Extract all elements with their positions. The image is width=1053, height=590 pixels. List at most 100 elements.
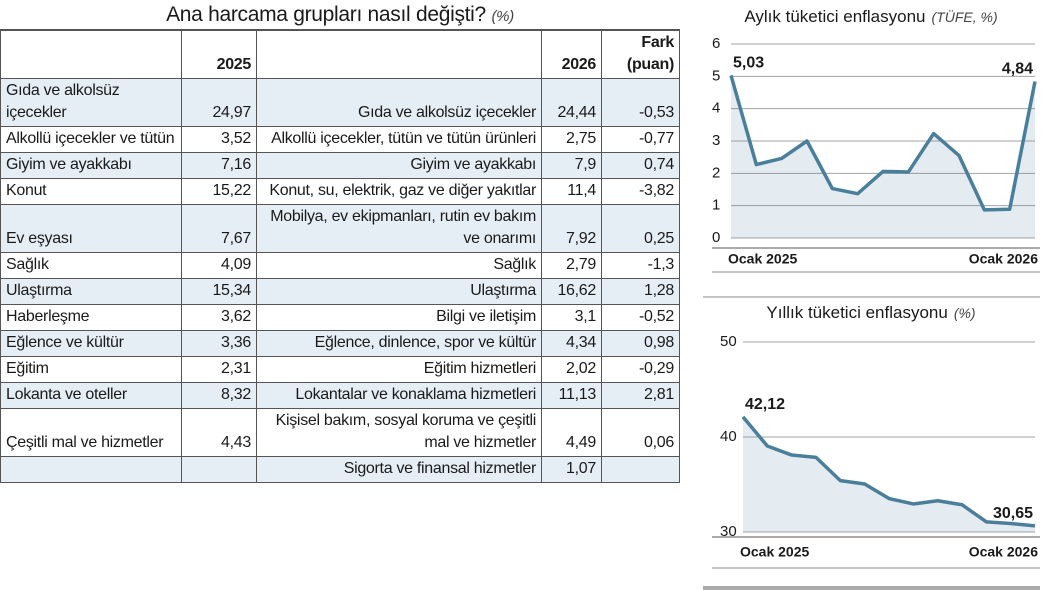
table-cell: Kişisel bakım, sosyal koruma ve çeşitli …: [256, 408, 542, 457]
y-tick-label: 5: [712, 67, 720, 84]
line-area: [731, 75, 1035, 238]
table-cell: 3,1: [541, 304, 602, 331]
table-cell: 1,07: [541, 456, 602, 483]
table-cell: 2,79: [541, 252, 602, 279]
chart-subtitle: (%): [954, 305, 976, 321]
table-cell: Konut, su, elektrik, gaz ve diğer yakıtl…: [256, 178, 542, 205]
table-cell: 11,13: [541, 382, 602, 409]
table-row: Gıda ve alkolsüz içecekler 24,97 Gıda ve a…: [0, 78, 680, 127]
y-tick-label: 0: [712, 229, 720, 246]
table-cell: Eğlence, dinlence, spor ve kültür: [256, 330, 542, 357]
table-cell: Çeşitli mal ve hizmetler: [0, 408, 182, 457]
table-row: Lokanta ve oteller 8,32 Lokantalar ve kona…: [0, 382, 680, 409]
table-cell: 7,9: [541, 152, 602, 179]
table-cell: 1,28: [601, 278, 680, 305]
table-cell: 15,22: [181, 178, 257, 205]
value-label: 5,03: [733, 55, 764, 72]
table-cell: Giyim ve ayakkabı: [256, 152, 542, 179]
table-cell: [181, 456, 257, 483]
chart-title: Yıllık tüketici enflasyonu (%): [766, 303, 975, 322]
value-label: 30,65: [993, 505, 1033, 522]
table-cell: 24,97: [181, 78, 257, 127]
table-cell: 0,25: [601, 204, 680, 253]
y-tick-label: 40: [720, 428, 737, 445]
chart-title-text: Aylık tüketici enflasyonu: [744, 7, 925, 26]
table-row: Çeşitli mal ve hizmetler 4,43 Kişisel bakı…: [0, 408, 680, 457]
table-cell: Sigorta ve finansal hizmetler: [256, 456, 542, 483]
y-tick-label: 50: [720, 333, 737, 350]
value-label: 4,84: [1002, 61, 1033, 78]
x-tick-label: Ocak 2025: [740, 544, 809, 560]
header-cell: Fark (puan): [601, 30, 680, 79]
table-cell: Gıda ve alkolsüz içecekler: [0, 78, 182, 127]
table-cell: 4,34: [541, 330, 602, 357]
table-body: Gıda ve alkolsüz içecekler 24,97 Gıda ve a…: [0, 78, 680, 483]
table-row: Eğitim 2,31 Eğitim hizmetleri 2,02 -0,29: [0, 356, 680, 383]
table-cell: Ulaştırma: [0, 278, 182, 305]
x-tick-label: Ocak 2025: [728, 251, 797, 267]
y-tick-label: 2: [712, 164, 720, 181]
table-title: Ana harcama grupları nasıl değişti?: [166, 3, 486, 26]
table-row: Ulaştırma 15,34 Ulaştırma 16,62 1,28: [0, 278, 680, 305]
table-cell: 2,81: [601, 382, 680, 409]
header-cell: 2026: [541, 30, 602, 79]
y-tick-label: 6: [712, 35, 720, 52]
table-cell: 0,98: [601, 330, 680, 357]
table-row: Ev eşyası 7,67 Mobilya, ev ekipmanları, ru…: [0, 204, 680, 253]
table-cell: Haberleşme: [0, 304, 182, 331]
table-cell: -0,53: [601, 78, 680, 127]
chart-subtitle: (TÜFE, %): [932, 8, 998, 25]
chart-title: Aylık tüketici enflasyonu (TÜFE, %): [744, 7, 997, 26]
table-cell: Alkollü içecekler, tütün ve tütün ürünle…: [256, 126, 542, 153]
table-cell: 16,62: [541, 278, 602, 305]
table-cell: -3,82: [601, 178, 680, 205]
chart-title-text: Yıllık tüketici enflasyonu: [766, 303, 947, 322]
x-tick-label: Ocak 2026: [969, 251, 1038, 267]
table-cell: 3,52: [181, 126, 257, 153]
table-row: Eğlence ve kültür 3,36 Eğlence, dinlence, …: [0, 330, 680, 357]
table-cell: Eğlence ve kültür: [0, 330, 182, 357]
table-cell: 7,92: [541, 204, 602, 253]
table-cell: Alkollü içecekler ve tütün: [0, 126, 182, 153]
table-row: Sigorta ve finansal hizmetler 1,07: [0, 456, 680, 483]
table-cell: -0,77: [601, 126, 680, 153]
table-cell: Mobilya, ev ekipmanları, rutin ev bakım …: [256, 204, 542, 253]
y-tick-label: 30: [720, 523, 737, 540]
table-cell: Ulaştırma: [256, 278, 542, 305]
table-cell: -0,29: [601, 356, 680, 383]
expenditure-table: Ana harcama grupları nasıl değişti? (%) …: [0, 0, 680, 483]
table-cell: [601, 456, 680, 483]
table-cell: Sağlık: [0, 252, 182, 279]
table-cell: 0,06: [601, 408, 680, 457]
header-cell: 2025: [181, 30, 257, 79]
line: [729, 74, 1037, 212]
header-row: 2025 2026 Fark (puan): [0, 30, 680, 79]
x-tick-label: Ocak 2026: [969, 544, 1038, 560]
table-cell: 4,43: [181, 408, 257, 457]
table-cell: 11,4: [541, 178, 602, 205]
table-cell: -1,3: [601, 252, 680, 279]
table-cell: [0, 456, 182, 483]
table-caption: Ana harcama grupları nasıl değişti? (%): [0, 0, 680, 30]
y-tick-label: 3: [712, 132, 720, 149]
table-cell: Lokantalar ve konaklama hizmetleri: [256, 382, 542, 409]
table-row: Alkollü içecekler ve tütün 3,52 Alkollü iç…: [0, 126, 680, 153]
table-cell: Gıda ve alkolsüz içecekler: [256, 78, 542, 127]
table-row: Sağlık 4,09 Sağlık 2,79 -1,3: [0, 252, 680, 279]
table-cell: 4,49: [541, 408, 602, 457]
line: [741, 415, 1036, 528]
table-cell: 4,09: [181, 252, 257, 279]
line-area: [743, 416, 1035, 532]
table-cell: 3,36: [181, 330, 257, 357]
table-row: Konut 15,22 Konut, su, elektrik, gaz ve di…: [0, 178, 680, 205]
table-cell: Eğitim: [0, 356, 182, 383]
y-tick-label: 1: [712, 197, 720, 214]
table-cell: 7,16: [181, 152, 257, 179]
y-tick-label: 4: [712, 100, 720, 117]
table-cell: Giyim ve ayakkabı: [0, 152, 182, 179]
table-cell: 24,44: [541, 78, 602, 127]
value-label: 42,12: [745, 396, 785, 413]
table-cell: 7,67: [181, 204, 257, 253]
